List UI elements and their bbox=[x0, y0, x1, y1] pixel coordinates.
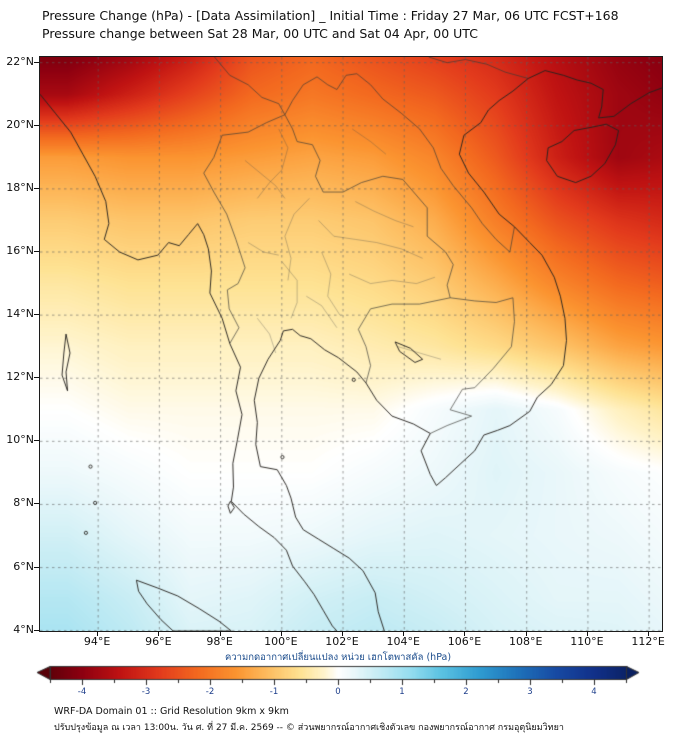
lon-tick-label: 106°E bbox=[447, 635, 482, 648]
lon-tick-label: 108°E bbox=[508, 635, 543, 648]
lat-axis-tick bbox=[34, 566, 39, 568]
lon-tick-label: 94°E bbox=[83, 635, 111, 648]
lat-axis-tick bbox=[34, 314, 39, 316]
lat-axis-tick bbox=[34, 503, 39, 505]
colorbar-tick-label: -1 bbox=[269, 687, 279, 697]
colorbar-tick-label: -4 bbox=[77, 687, 87, 697]
footer-domain-info: WRF-DA Domain 01 :: Grid Resolution 9km … bbox=[54, 706, 289, 717]
colorbar-tick-label: 1 bbox=[399, 687, 405, 697]
lat-axis-tick bbox=[34, 61, 39, 63]
lat-tick-label: 8°N bbox=[13, 496, 34, 510]
lon-tick-label: 112°E bbox=[631, 635, 665, 648]
colorbar-tick-label: 0 bbox=[335, 687, 341, 697]
lon-axis-tick bbox=[342, 631, 344, 636]
lon-axis-tick bbox=[464, 631, 466, 636]
lat-axis-tick bbox=[34, 440, 39, 442]
colorbar-tick-label: -2 bbox=[205, 687, 215, 697]
map-plot-area bbox=[39, 56, 663, 632]
lat-tick-label: 22°N bbox=[6, 54, 34, 68]
lat-tick-label: 12°N bbox=[6, 370, 34, 384]
lat-axis-tick bbox=[34, 124, 39, 126]
colorbar bbox=[36, 665, 640, 687]
lon-tick-label: 100°E bbox=[264, 635, 298, 648]
lon-tick-label: 102°E bbox=[325, 635, 359, 648]
lat-tick-label: 18°N bbox=[6, 180, 34, 194]
lon-tick-label: 96°E bbox=[145, 635, 172, 648]
lon-tick-label: 98°E bbox=[206, 635, 233, 648]
lon-axis-tick bbox=[403, 631, 405, 636]
colorbar-tick-label: 4 bbox=[591, 687, 597, 697]
colorbar-tick-label: 3 bbox=[527, 687, 533, 697]
lon-axis-tick bbox=[219, 631, 221, 636]
lon-axis-tick bbox=[97, 631, 99, 636]
lat-tick-label: 16°N bbox=[6, 244, 34, 257]
pressure-field-canvas bbox=[40, 57, 662, 631]
lon-tick-label: 104°E bbox=[386, 635, 420, 648]
lat-axis-tick bbox=[34, 187, 39, 189]
lon-axis-tick bbox=[158, 631, 160, 636]
colorbar-tick-label: 2 bbox=[463, 687, 469, 697]
lon-axis-tick bbox=[280, 631, 282, 636]
lon-axis-tick bbox=[525, 631, 527, 636]
lat-tick-label: 10°N bbox=[6, 433, 34, 447]
lat-axis-tick bbox=[34, 377, 39, 379]
lat-tick-label: 4°N bbox=[13, 622, 34, 636]
lon-axis-tick bbox=[648, 631, 650, 636]
chart-subtitle: Pressure change between Sat 28 Mar, 00 U… bbox=[42, 26, 478, 41]
lat-tick-label: 6°N bbox=[13, 559, 34, 573]
lat-tick-label: 14°N bbox=[6, 307, 34, 321]
lat-axis-tick bbox=[34, 251, 39, 252]
lon-tick-label: 110°E bbox=[570, 635, 604, 648]
colorbar-label: ความกดอากาศเปลี่ยนแปลง หน่วย เฮกโตพาสคัล… bbox=[224, 652, 452, 663]
lat-axis-tick bbox=[34, 629, 39, 631]
lat-tick-label: 20°N bbox=[6, 117, 34, 131]
colorbar-tick-label: -3 bbox=[141, 687, 151, 697]
chart-title: Pressure Change (hPa) - [Data Assimilati… bbox=[42, 8, 619, 23]
lon-axis-tick bbox=[586, 631, 588, 636]
footer-update-info: ปรับปรุงข้อมูล ณ เวลา 13:00น. วัน ศ. ที่… bbox=[54, 723, 564, 733]
